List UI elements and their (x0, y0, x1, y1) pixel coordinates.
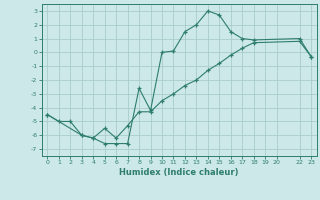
X-axis label: Humidex (Indice chaleur): Humidex (Indice chaleur) (119, 168, 239, 177)
